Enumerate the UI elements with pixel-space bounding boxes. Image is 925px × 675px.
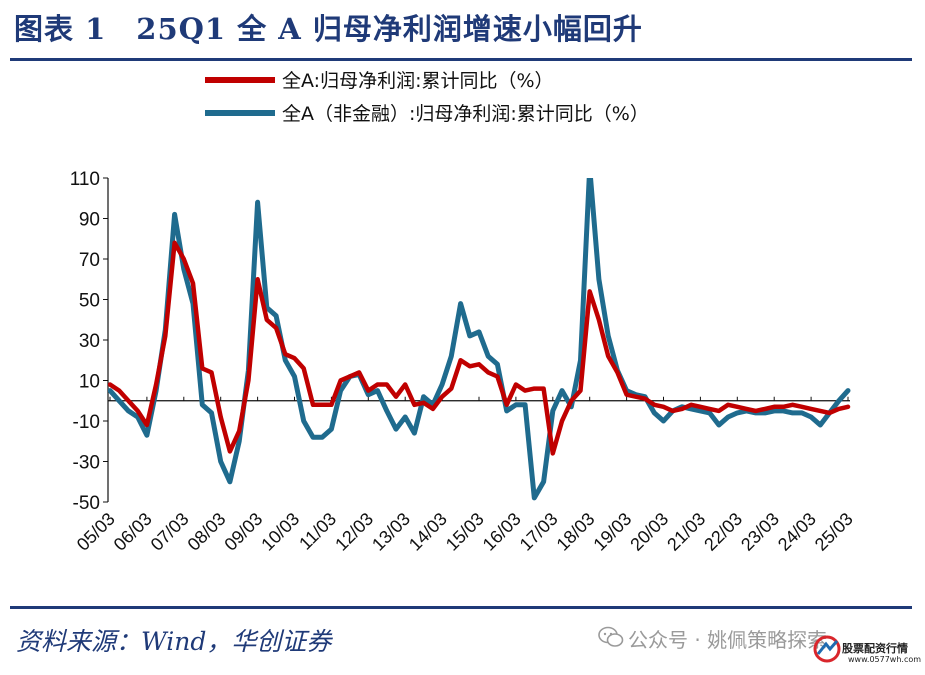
y-tick-label: 90 bbox=[79, 210, 100, 231]
watermark-brand: 股票配资行情 bbox=[842, 642, 908, 655]
legend: 全A:归母净利润:累计同比（%） 全A（非金融）:归母净利润:累计同比（%） bbox=[205, 70, 649, 125]
y-tick-label: 30 bbox=[79, 331, 100, 352]
series-lines bbox=[108, 178, 851, 501]
x-tick-label: 16/03 bbox=[479, 509, 525, 555]
x-tick-label: 10/03 bbox=[257, 509, 303, 555]
watermark-text: 公众号 · 姚佩策略探索 bbox=[628, 628, 828, 652]
y-tick-label: 50 bbox=[79, 291, 100, 312]
bottom-rule bbox=[10, 606, 912, 609]
x-tick-label: 05/03 bbox=[73, 509, 119, 555]
x-tick-label: 06/03 bbox=[110, 509, 156, 555]
y-tick-label: 110 bbox=[70, 169, 100, 190]
x-tick-label: 12/03 bbox=[331, 509, 377, 555]
watermark: 公众号 · 姚佩策略探索 股票配资行情 www.0577wh.com bbox=[598, 624, 922, 668]
x-tick-label: 21/03 bbox=[663, 509, 709, 555]
legend-label-total: 全A:归母净利润:累计同比（%） bbox=[282, 70, 554, 92]
y-tick-label: 70 bbox=[79, 250, 100, 271]
x-tick-label: 09/03 bbox=[220, 509, 266, 555]
x-tick-label: 23/03 bbox=[737, 509, 783, 555]
y-tick-label: 10 bbox=[79, 372, 100, 393]
x-tick-label: 07/03 bbox=[147, 509, 193, 555]
y-tick-label: -50 bbox=[73, 493, 100, 514]
x-tick-label: 15/03 bbox=[442, 509, 488, 555]
x-tick-label: 18/03 bbox=[553, 509, 599, 555]
x-tick-label: 25/03 bbox=[811, 509, 857, 555]
y-ticks: 110 90 70 50 30 10 -10 -30 -50 bbox=[70, 169, 108, 514]
series-line-nonfinancial bbox=[108, 178, 851, 501]
source-note: 资料来源：Wind，华创证券 bbox=[16, 627, 332, 656]
x-tick-label: 14/03 bbox=[405, 509, 451, 555]
top-rule bbox=[10, 58, 912, 61]
legend-label-nonfin: 全A（非金融）:归母净利润:累计同比（%） bbox=[282, 103, 649, 125]
y-tick-label: -30 bbox=[73, 453, 100, 474]
x-tick-label: 22/03 bbox=[700, 509, 746, 555]
x-tick-label: 24/03 bbox=[774, 509, 820, 555]
y-tick-label: -10 bbox=[73, 412, 100, 433]
x-tick-label: 19/03 bbox=[589, 509, 635, 555]
watermark-url: www.0577wh.com bbox=[848, 655, 922, 664]
series-line-total bbox=[108, 240, 851, 456]
x-tick-label: 13/03 bbox=[368, 509, 414, 555]
x-tick-label: 20/03 bbox=[626, 509, 672, 555]
chart: 全A:归母净利润:累计同比（%） 全A（非金融）:归母净利润:累计同比（%） 1… bbox=[70, 70, 857, 555]
chart-title: 图表 1 25Q1 全 A 归母净利润增速小幅回升 bbox=[14, 12, 643, 46]
x-tick-label: 11/03 bbox=[295, 509, 340, 554]
x-tick-label: 08/03 bbox=[184, 509, 230, 555]
x-ticks: 05/0306/0307/0308/0309/0310/0311/0312/03… bbox=[73, 396, 857, 555]
x-tick-label: 17/03 bbox=[516, 509, 562, 555]
brand-logo-icon bbox=[813, 635, 841, 663]
wechat-icon bbox=[598, 626, 624, 647]
